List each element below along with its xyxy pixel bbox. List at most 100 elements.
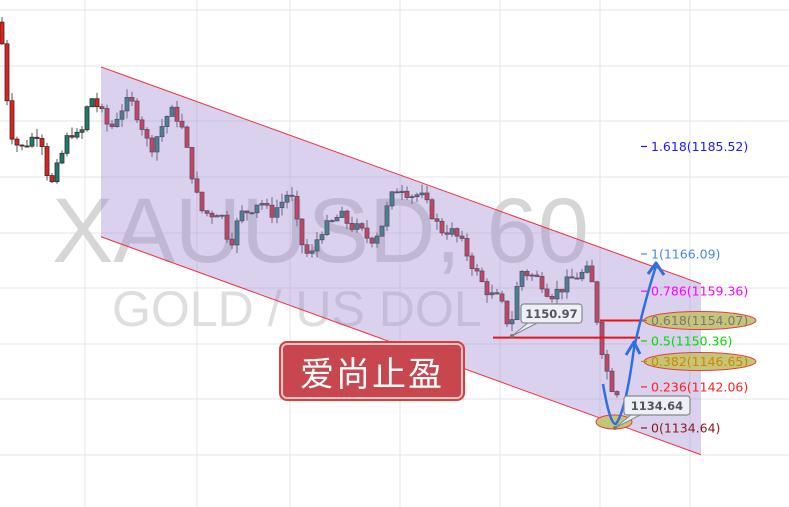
candle-body	[94, 98, 100, 108]
candle-body	[154, 136, 160, 153]
candle-body	[534, 274, 540, 277]
candle-body	[614, 391, 620, 396]
candle-body	[159, 126, 165, 138]
candle-body	[434, 218, 440, 222]
fib-levels: 1.618(1185.52) 1(1166.09) 0.786(1159.36) 0.…	[595, 139, 757, 435]
fib-level-label: 0.382(1146.65)	[651, 354, 748, 369]
candle-body	[59, 152, 65, 164]
candle-body	[64, 135, 70, 154]
candle-body	[149, 137, 155, 153]
candle-body	[284, 194, 290, 203]
candle-body	[419, 192, 425, 196]
candle-body	[414, 194, 420, 198]
candle-body	[209, 212, 215, 218]
candle-body	[574, 277, 580, 280]
candle-body	[54, 162, 60, 183]
candle-body	[19, 144, 25, 147]
candle-body	[4, 43, 10, 102]
candle-body	[259, 203, 265, 206]
candle-body	[459, 235, 465, 239]
candle-body	[479, 270, 485, 282]
description-watermark: GOLD / US DOL	[112, 281, 482, 337]
candle-body	[519, 271, 525, 287]
candle-body	[44, 146, 50, 177]
candle-body	[384, 205, 390, 227]
candle-body	[424, 192, 430, 201]
candle-body	[379, 225, 385, 237]
candle-body	[514, 286, 520, 321]
candle-body	[164, 116, 170, 127]
candle-body	[119, 110, 125, 120]
candle-body	[219, 214, 225, 217]
candle-body	[604, 354, 610, 372]
candle-body	[404, 190, 410, 198]
candle-body	[319, 234, 325, 241]
candle-body	[589, 265, 595, 283]
callout-anchor	[613, 426, 617, 430]
fib-level-label: 0.5(1150.36)	[651, 333, 732, 348]
candle-body	[204, 210, 210, 214]
fib-level-label: 0(1134.64)	[651, 420, 720, 435]
candle-body	[184, 126, 190, 148]
candle-body	[344, 210, 350, 224]
channel-upper-line	[100, 66, 702, 285]
candle-body	[9, 100, 15, 140]
symbol-watermark: XAUUSD, 60	[52, 180, 589, 282]
candle-body	[274, 207, 280, 218]
callout-label: 1150.97	[525, 307, 577, 321]
candle-body	[449, 228, 455, 235]
candle-body	[409, 196, 415, 199]
fib-level-label: 0.618(1154.07)	[651, 313, 748, 328]
candle-body	[194, 178, 200, 193]
candle-body	[239, 210, 245, 222]
candle-body	[439, 220, 445, 234]
fib-level-label: 1.618(1185.52)	[651, 139, 748, 154]
candle-body	[349, 222, 355, 230]
callout-anchor	[510, 334, 514, 338]
candle-body	[504, 300, 510, 325]
candle-body	[139, 119, 145, 130]
candle-body	[84, 106, 90, 131]
candle-body	[499, 293, 505, 302]
candle-body	[144, 129, 150, 139]
candle-body	[399, 190, 405, 194]
candle-body	[34, 136, 40, 139]
candle-body	[564, 276, 570, 293]
candle-body	[199, 191, 205, 212]
candle-body	[339, 210, 345, 218]
candle-body	[104, 108, 110, 125]
candle-body	[114, 118, 120, 128]
candle-body	[579, 271, 585, 280]
candle-body	[369, 237, 375, 244]
callout-box	[520, 303, 583, 324]
candle-body	[594, 281, 600, 323]
candle-body	[214, 215, 220, 218]
fib-level-label: 0.786(1159.36)	[651, 284, 748, 299]
candle-body	[189, 146, 195, 180]
candle-body	[134, 100, 140, 121]
candle-body	[249, 212, 255, 215]
candle-body	[169, 106, 175, 117]
candle-body	[559, 288, 565, 293]
candle-body	[554, 288, 560, 300]
candle-body	[609, 370, 615, 392]
candle-body	[444, 232, 450, 235]
candle-body	[314, 239, 320, 252]
candle-body	[264, 203, 270, 206]
candle-body	[179, 120, 185, 128]
candle-body	[304, 244, 310, 254]
candle-body	[74, 131, 80, 138]
candle-body	[29, 136, 35, 147]
candle-body	[79, 129, 85, 133]
candle-body	[89, 98, 95, 108]
candle-body	[279, 201, 285, 209]
candle-body	[99, 106, 105, 109]
candle-body	[454, 228, 460, 237]
candle-body	[109, 123, 115, 128]
candle-body	[0, 21, 5, 45]
candle-body	[509, 319, 515, 325]
fib-level-label: 1(1166.09)	[651, 246, 720, 261]
callout-box	[623, 395, 691, 416]
